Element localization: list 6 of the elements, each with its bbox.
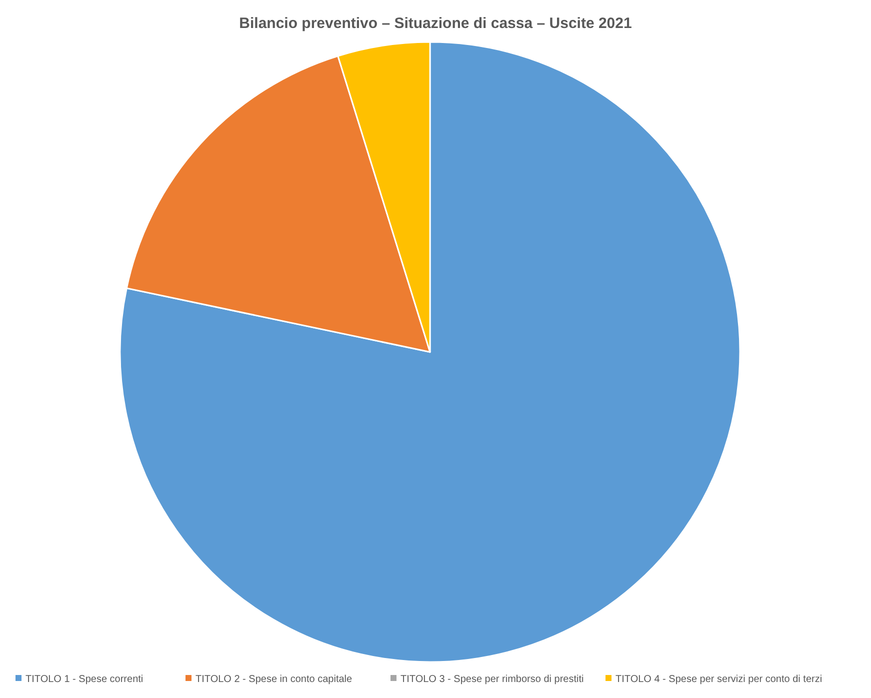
legend-label: TITOLO 3 - Spese per rimborso di prestiti xyxy=(400,674,584,685)
pie-slice xyxy=(120,41,741,663)
legend-label: TITOLO 1 - Spese correnti xyxy=(26,674,144,685)
legend-label: TITOLO 4 - Spese per servizi per conto di terzi xyxy=(616,674,822,685)
legend-label: TITOLO 2 - Spese in conto capitale xyxy=(196,674,352,685)
chart-title: Bilancio preventivo – Situazione di cassa – Uscite 2021 xyxy=(239,15,632,32)
